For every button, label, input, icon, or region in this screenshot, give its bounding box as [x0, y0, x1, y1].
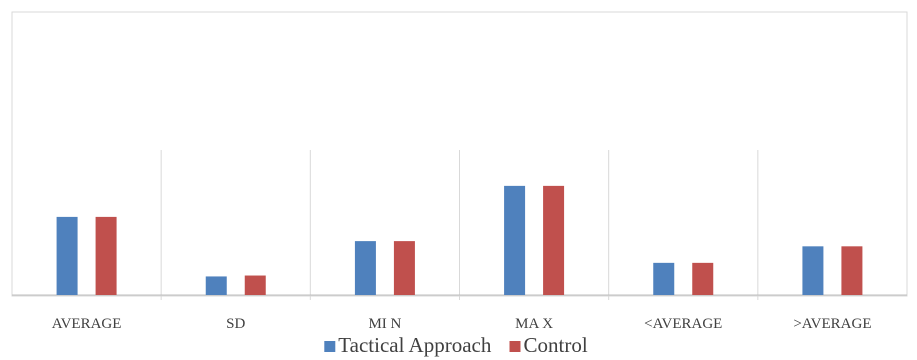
bar-control-5: [841, 246, 863, 295]
category-label: SD: [226, 316, 245, 332]
bar-control-3: [543, 185, 565, 295]
bar-tactical-1: [205, 276, 227, 295]
bar-control-4: [692, 262, 714, 295]
bar-tactical-0: [56, 216, 78, 295]
category-label: AVERAGE: [52, 316, 122, 332]
bar-control-1: [244, 275, 266, 295]
category-label: MI N: [368, 316, 401, 332]
legend: Tactical Approach Control: [324, 333, 588, 357]
category-label: >AVERAGE: [793, 316, 871, 332]
bar-control-2: [393, 241, 415, 295]
bar-tactical-5: [802, 246, 824, 295]
category-labels: AVERAGE SD MI N MA X <AVERAGE >AVERAGE: [52, 316, 872, 332]
legend-label-tactical: Tactical Approach: [338, 333, 492, 357]
category-label: <AVERAGE: [644, 316, 722, 332]
bar-tactical-2: [354, 241, 376, 295]
category-dividers: [160, 150, 759, 300]
bar-tactical-4: [653, 262, 675, 295]
bar-control-0: [95, 216, 117, 295]
legend-label-control: Control: [524, 333, 588, 357]
legend-swatch-tactical: [324, 341, 336, 352]
legend-swatch-control: [509, 341, 521, 352]
category-label: MA X: [515, 316, 553, 332]
bars-group: [56, 185, 863, 295]
bar-tactical-3: [504, 185, 526, 295]
